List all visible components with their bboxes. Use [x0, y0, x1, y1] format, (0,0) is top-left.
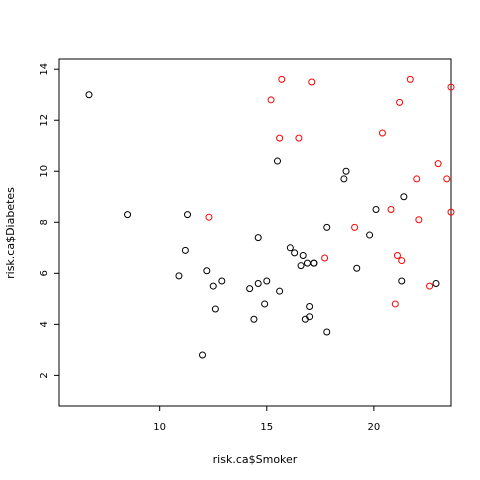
data-point	[211, 305, 219, 313]
data-point	[263, 277, 271, 285]
data-point	[175, 272, 183, 280]
plot-frame	[58, 58, 452, 407]
data-point	[303, 259, 311, 267]
y-tick-label: 14	[39, 63, 50, 76]
data-point	[308, 78, 316, 86]
data-point	[400, 193, 408, 201]
x-tick-label: 20	[368, 422, 381, 433]
data-point	[209, 282, 217, 290]
data-point	[218, 277, 226, 285]
y-tick-label: 6	[39, 270, 50, 276]
data-point	[372, 206, 380, 214]
y-tick-label: 4	[39, 321, 50, 327]
data-point	[203, 267, 211, 275]
data-point	[273, 157, 281, 165]
data-point	[124, 211, 132, 219]
data-point	[276, 287, 284, 295]
data-point	[398, 277, 406, 285]
data-point	[306, 302, 314, 310]
y-axis: 2 4 6 8 10 12 14	[39, 63, 59, 379]
data-point	[278, 75, 286, 83]
data-point	[353, 264, 361, 272]
data-point	[306, 313, 314, 321]
x-axis-label: risk.ca$Smoker	[213, 453, 298, 466]
data-point	[387, 206, 395, 214]
data-point	[85, 91, 93, 99]
data-point	[254, 280, 262, 288]
data-point	[286, 244, 294, 252]
data-point	[393, 251, 401, 259]
data-point	[432, 280, 440, 288]
data-point	[323, 328, 331, 336]
data-point	[250, 315, 258, 323]
data-point	[295, 134, 303, 142]
data-points	[85, 75, 455, 359]
data-point	[396, 98, 404, 106]
data-point	[297, 262, 305, 270]
data-point	[254, 234, 262, 242]
data-point	[276, 134, 284, 142]
y-tick-label: 12	[39, 114, 50, 127]
data-point	[267, 96, 275, 104]
data-point	[340, 175, 348, 183]
data-point	[426, 282, 434, 290]
data-point	[321, 254, 329, 262]
data-point	[447, 83, 455, 91]
data-point	[398, 257, 406, 265]
data-point	[415, 216, 423, 224]
y-tick-label: 2	[39, 372, 50, 378]
data-point	[310, 259, 318, 267]
data-point	[205, 213, 213, 221]
x-tick-label: 15	[260, 422, 273, 433]
data-point	[391, 300, 399, 308]
data-point	[366, 231, 374, 239]
data-point	[199, 351, 207, 359]
data-point	[378, 129, 386, 137]
data-point	[413, 175, 421, 183]
data-point	[406, 75, 414, 83]
data-point	[184, 211, 192, 219]
y-tick-label: 10	[39, 165, 50, 178]
data-point	[181, 246, 189, 254]
data-point	[246, 285, 254, 293]
x-axis: 10 15 20	[153, 406, 380, 433]
x-tick-label: 10	[153, 422, 166, 433]
data-point	[299, 251, 307, 259]
data-point	[342, 167, 350, 175]
data-point	[291, 249, 299, 257]
data-point	[443, 175, 451, 183]
data-point	[323, 223, 331, 231]
data-point	[434, 160, 442, 168]
y-axis-label: risk.ca$Diabetes	[4, 187, 17, 279]
y-tick-label: 8	[39, 219, 50, 225]
data-point	[447, 208, 455, 216]
data-point	[351, 223, 359, 231]
data-point	[261, 300, 269, 308]
